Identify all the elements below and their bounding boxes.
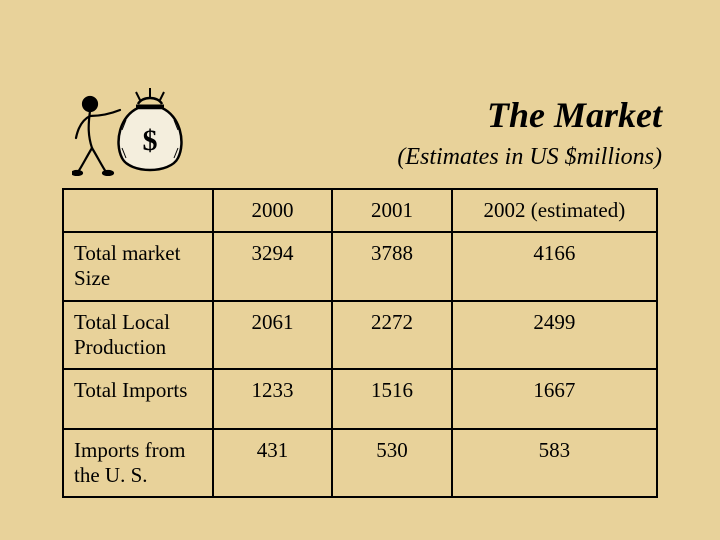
cell: 1667 (452, 369, 657, 429)
cell: 4166 (452, 232, 657, 300)
cell: 530 (332, 429, 452, 497)
person-moneybag-icon: $ (72, 86, 192, 176)
svg-text:$: $ (143, 124, 158, 157)
cell: 3294 (213, 232, 333, 300)
row-label: Total Local Production (63, 301, 213, 369)
table-row: Imports from the U. S. 431 530 583 (63, 429, 657, 497)
table-row: Total Imports 1233 1516 1667 (63, 369, 657, 429)
cell: 583 (452, 429, 657, 497)
cell: 2272 (332, 301, 452, 369)
cell: 431 (213, 429, 333, 497)
cell: 2061 (213, 301, 333, 369)
col-header-2002: 2002 (estimated) (452, 189, 657, 232)
cell: 1516 (332, 369, 452, 429)
col-header-blank (63, 189, 213, 232)
col-header-2001: 2001 (332, 189, 452, 232)
market-table: 2000 2001 2002 (estimated) Total market … (62, 188, 658, 498)
cell: 2499 (452, 301, 657, 369)
page-subtitle: (Estimates in US $millions) (397, 144, 662, 171)
col-header-2000: 2000 (213, 189, 333, 232)
page-title: The Market (487, 94, 662, 136)
table-row: Total market Size 3294 3788 4166 (63, 232, 657, 300)
table-row: Total Local Production 2061 2272 2499 (63, 301, 657, 369)
cell: 1233 (213, 369, 333, 429)
row-label: Total Imports (63, 369, 213, 429)
cell: 3788 (332, 232, 452, 300)
row-label: Imports from the U. S. (63, 429, 213, 497)
table-header-row: 2000 2001 2002 (estimated) (63, 189, 657, 232)
row-label: Total market Size (63, 232, 213, 300)
